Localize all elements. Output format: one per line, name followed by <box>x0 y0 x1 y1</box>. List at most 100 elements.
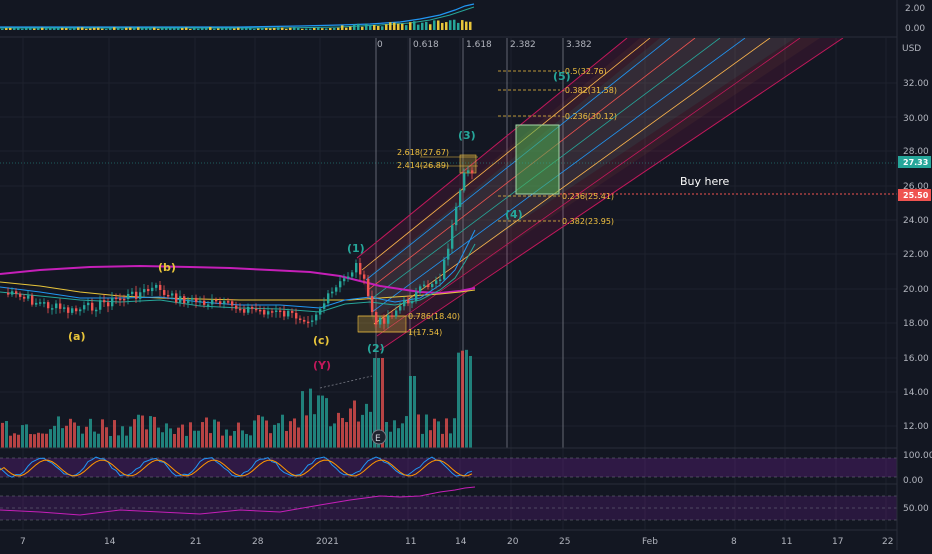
candle[interactable] <box>287 308 290 320</box>
candle[interactable] <box>183 294 186 307</box>
candle[interactable] <box>75 305 78 315</box>
candle[interactable] <box>151 282 154 296</box>
candle[interactable] <box>179 290 182 307</box>
fib-retracement[interactable]: -0.5(32.76) -0.382(31.58) -0.236(30.12) … <box>498 67 617 226</box>
candle[interactable] <box>471 167 474 180</box>
candle[interactable] <box>39 298 42 307</box>
candle[interactable] <box>427 280 430 290</box>
candle[interactable] <box>415 287 418 304</box>
candle[interactable] <box>155 282 158 292</box>
rsi-pane[interactable] <box>0 483 897 521</box>
candle[interactable] <box>447 243 450 266</box>
candle[interactable] <box>171 290 174 300</box>
candle[interactable] <box>459 188 462 211</box>
candle[interactable] <box>275 304 278 318</box>
candle[interactable] <box>219 297 222 308</box>
candle[interactable] <box>163 285 166 298</box>
candle[interactable] <box>407 295 410 307</box>
candle[interactable] <box>15 288 18 298</box>
candle[interactable] <box>307 315 310 328</box>
candle[interactable] <box>331 287 334 298</box>
candle[interactable] <box>239 303 242 313</box>
candle[interactable] <box>419 284 422 296</box>
candle[interactable] <box>87 298 90 311</box>
candle[interactable] <box>299 315 302 324</box>
candle[interactable] <box>235 301 238 314</box>
candle[interactable] <box>159 281 162 296</box>
candle[interactable] <box>43 298 46 308</box>
candle[interactable] <box>283 305 286 321</box>
candle[interactable] <box>131 287 134 297</box>
candle[interactable] <box>231 299 234 311</box>
candle[interactable] <box>403 296 406 311</box>
candle[interactable] <box>119 293 122 306</box>
candle[interactable] <box>251 304 254 314</box>
candle[interactable] <box>103 294 106 307</box>
candle[interactable] <box>463 168 466 193</box>
candle[interactable] <box>439 273 442 287</box>
candle[interactable] <box>19 291 22 301</box>
candle[interactable] <box>167 290 170 300</box>
candle[interactable] <box>91 298 94 315</box>
candle[interactable] <box>107 298 110 313</box>
candle[interactable] <box>175 290 178 305</box>
fib-extension-bottom[interactable]: 0.786(18.40) 1(17.54) <box>357 312 460 337</box>
candle[interactable] <box>63 304 66 313</box>
candle[interactable] <box>199 296 202 306</box>
candle[interactable] <box>243 305 246 316</box>
candle[interactable] <box>323 297 326 314</box>
candle[interactable] <box>451 219 454 254</box>
candle[interactable] <box>223 297 226 309</box>
candle[interactable] <box>259 305 262 315</box>
candle[interactable] <box>83 301 86 313</box>
candle[interactable] <box>187 296 190 308</box>
candle[interactable] <box>411 296 414 308</box>
buy-zone-box[interactable] <box>515 124 560 195</box>
time-axis[interactable]: 7 14 21 28 2021 11 14 20 25 Feb 8 11 17 … <box>0 529 897 547</box>
candle[interactable] <box>147 285 150 295</box>
candle[interactable] <box>127 289 130 305</box>
candle[interactable] <box>111 291 114 310</box>
candle[interactable] <box>303 316 306 325</box>
candle[interactable] <box>375 309 378 328</box>
candle[interactable] <box>55 300 58 314</box>
candle[interactable] <box>211 294 214 309</box>
candle[interactable] <box>391 311 394 320</box>
candle[interactable] <box>327 290 330 307</box>
candle[interactable] <box>399 302 402 314</box>
candle[interactable] <box>367 274 370 299</box>
candle[interactable] <box>23 293 26 302</box>
candle[interactable] <box>351 270 354 280</box>
candle[interactable] <box>267 306 270 319</box>
candle[interactable] <box>291 308 294 318</box>
candle[interactable] <box>99 295 102 314</box>
candle[interactable] <box>227 297 230 305</box>
candle[interactable] <box>295 308 298 325</box>
candle[interactable] <box>315 311 318 325</box>
candle[interactable] <box>363 270 366 285</box>
candle[interactable] <box>195 294 198 308</box>
candle[interactable] <box>115 293 118 304</box>
candle[interactable] <box>343 274 346 286</box>
candle[interactable] <box>191 294 194 305</box>
candle[interactable] <box>135 285 138 304</box>
candle[interactable] <box>79 307 82 316</box>
candle[interactable] <box>31 292 34 307</box>
candle[interactable] <box>339 275 342 293</box>
candle[interactable] <box>47 300 50 314</box>
candle[interactable] <box>247 303 250 315</box>
candle[interactable] <box>11 287 14 297</box>
candle[interactable] <box>263 306 266 318</box>
stochastic-pane[interactable] <box>0 447 897 478</box>
trend-line[interactable] <box>319 375 373 389</box>
candle[interactable] <box>67 305 70 319</box>
candle[interactable] <box>271 308 274 318</box>
candle[interactable] <box>255 303 258 313</box>
candle[interactable] <box>355 259 358 279</box>
candle[interactable] <box>359 257 362 281</box>
candle[interactable] <box>395 306 398 320</box>
candle[interactable] <box>51 304 54 315</box>
candle[interactable] <box>27 290 30 302</box>
earnings-marker[interactable]: E <box>371 429 387 445</box>
